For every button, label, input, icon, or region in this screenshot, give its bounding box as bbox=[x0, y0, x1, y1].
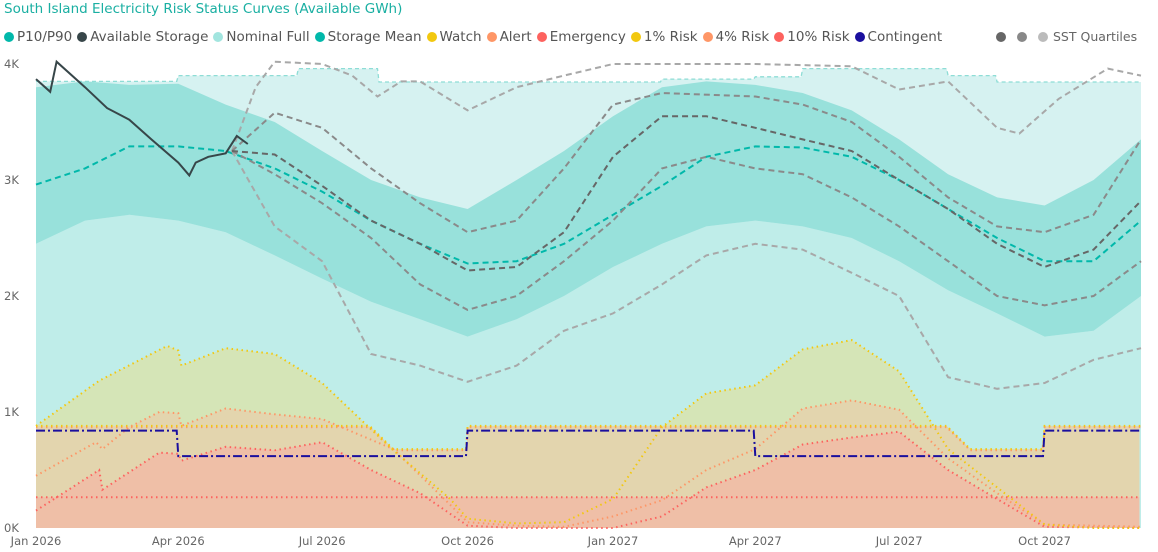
legend-dot bbox=[4, 32, 14, 42]
legend-item-available-storage[interactable]: Available Storage bbox=[77, 29, 208, 45]
sst-quartiles-legend[interactable]: SST Quartiles bbox=[996, 29, 1137, 44]
legend-item-nominal-full[interactable]: Nominal Full bbox=[213, 29, 310, 45]
x-tick-label: Jul 2026 bbox=[298, 534, 346, 548]
sst-dot-dark bbox=[996, 31, 1006, 42]
x-tick-label: Oct 2027 bbox=[1018, 534, 1071, 548]
legend-dot bbox=[702, 32, 713, 42]
emergency-10pct-area bbox=[36, 431, 1140, 528]
legend-label: Alert bbox=[499, 29, 532, 45]
legend-item-emergency[interactable]: Emergency bbox=[536, 29, 626, 45]
legend-item-4-risk[interactable]: 4% Risk bbox=[702, 29, 770, 45]
legend-item-p10-p90[interactable]: P10/P90 bbox=[4, 29, 72, 45]
legend-dot bbox=[213, 32, 224, 42]
legend-dot bbox=[426, 32, 437, 42]
y-tick-label: 1K bbox=[4, 405, 19, 419]
p10-p90-band bbox=[36, 81, 1141, 337]
sst-lower-quartile-line bbox=[231, 150, 1142, 311]
x-tick-label: Jan 2026 bbox=[10, 534, 62, 548]
sst-legend-label: SST Quartiles bbox=[1053, 29, 1138, 44]
contingent-line bbox=[36, 429, 1141, 458]
legend-label: Storage Mean bbox=[327, 29, 422, 45]
legend-label: Contingent bbox=[867, 29, 943, 45]
sst-dot-light bbox=[1038, 31, 1048, 42]
legend-dot bbox=[630, 32, 641, 42]
x-tick-label: Jan 2027 bbox=[587, 534, 639, 548]
y-tick-label: 3K bbox=[4, 173, 19, 187]
available-storage-line bbox=[35, 59, 249, 178]
legend-dot bbox=[314, 32, 325, 42]
legend-item-watch[interactable]: Watch bbox=[426, 29, 482, 45]
y-tick-label: 0K bbox=[4, 521, 19, 535]
legend-label: 1% Risk bbox=[643, 29, 698, 45]
legend-label: 4% Risk bbox=[715, 29, 770, 45]
sst-min-line bbox=[231, 150, 1142, 390]
legend-dot bbox=[486, 32, 497, 42]
sst-upper-quartile-line bbox=[231, 91, 1142, 234]
storage-mean-line bbox=[35, 145, 1142, 265]
legend-label: 10% Risk bbox=[787, 29, 850, 45]
legend-item-1-risk[interactable]: 1% Risk bbox=[630, 29, 698, 45]
x-tick-label: Apr 2027 bbox=[729, 534, 782, 548]
legend-item-10-risk[interactable]: 10% Risk bbox=[774, 29, 850, 45]
chart-title: South Island Electricity Risk Status Cur… bbox=[4, 1, 403, 17]
legend-item-storage-mean[interactable]: Storage Mean bbox=[314, 29, 422, 45]
legend-item-contingent[interactable]: Contingent bbox=[854, 29, 943, 45]
legend-label: Watch bbox=[439, 29, 482, 45]
sst-dot-medium bbox=[1017, 31, 1027, 42]
x-tick-label: Oct 2026 bbox=[441, 534, 494, 548]
y-tick-label: 2K bbox=[4, 289, 19, 303]
x-tick-label: Jul 2027 bbox=[875, 534, 923, 548]
sst-median-line bbox=[231, 115, 1142, 272]
legend-label: Available Storage bbox=[90, 29, 209, 45]
legend-item-alert[interactable]: Alert bbox=[486, 29, 532, 45]
y-tick-label: 4K bbox=[4, 57, 19, 71]
legend-label: Emergency bbox=[549, 29, 626, 45]
x-tick-label: Apr 2026 bbox=[152, 534, 205, 548]
risk-10pct-line bbox=[35, 430, 1142, 529]
legend-dot bbox=[536, 32, 547, 42]
legend-label: P10/P90 bbox=[17, 29, 73, 45]
legend-dot bbox=[774, 32, 785, 42]
legend: P10/P90 Available Storage Nominal Full Stor… bbox=[4, 29, 947, 45]
nominal-full-line bbox=[36, 67, 1141, 83]
legend-label: Nominal Full bbox=[226, 29, 310, 45]
legend-dot bbox=[854, 32, 865, 42]
legend-dot bbox=[77, 32, 88, 42]
sst-max-line bbox=[231, 60, 1142, 152]
watch-line bbox=[36, 424, 1141, 451]
